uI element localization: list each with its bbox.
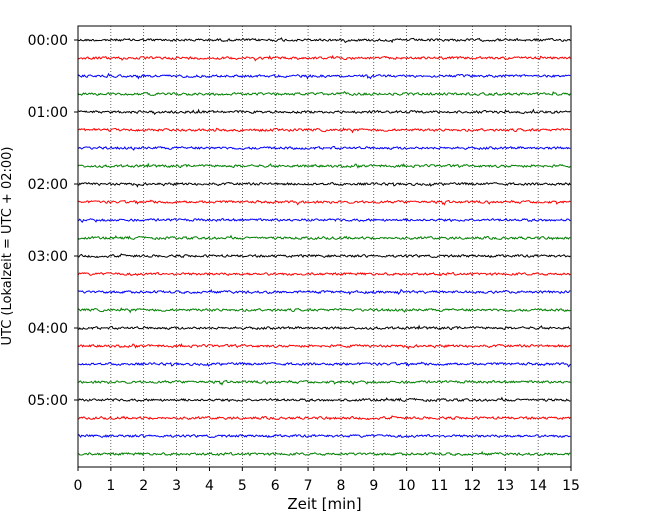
trace-line: [77, 54, 571, 62]
vertical-grid: [110, 26, 539, 467]
x-tick-label: 1: [106, 478, 115, 494]
x-tick-label: 11: [431, 478, 449, 494]
y-tick-label: 02:00: [28, 177, 68, 193]
trace-line: [77, 108, 571, 115]
plot-frame: [77, 25, 572, 468]
trace-lines: [77, 37, 571, 457]
trace-line: [77, 379, 571, 386]
y-tick-label: 04:00: [28, 321, 68, 337]
trace-line: [77, 433, 571, 439]
y-tick-label: 05:00: [28, 393, 68, 409]
y-tick-label: 01:00: [28, 105, 68, 121]
trace-line: [77, 127, 571, 134]
x-tick-label: 8: [336, 478, 345, 494]
y-axis-label: UTC (Lokalzeit = UTC + 02:00): [0, 147, 15, 346]
x-tick-label: 7: [304, 478, 313, 494]
x-tick-label: 12: [463, 478, 481, 494]
trace-line: [77, 199, 571, 206]
trace-line: [77, 361, 571, 368]
trace-line: [77, 307, 571, 314]
x-tick-label: 2: [139, 478, 148, 494]
trace-line: [77, 288, 571, 296]
x-axis: 0 1 2 3 4 5 6 7 8 9 10 11 12 13 14 15: [74, 467, 580, 494]
trace-line: [77, 234, 571, 241]
x-tick-label: 5: [238, 478, 247, 494]
y-tick-label: 03:00: [28, 249, 68, 265]
x-tick-label: 10: [398, 478, 416, 494]
trace-line: [77, 415, 571, 421]
x-tick-label: 9: [369, 478, 378, 494]
trace-line: [77, 181, 571, 188]
trace-line: [77, 396, 571, 403]
x-tick-label: 6: [271, 478, 280, 494]
x-tick-label: 13: [496, 478, 514, 494]
y-axis: 00:00 01:00 02:00 03:00 04:00 05:00: [28, 33, 78, 409]
trace-line: [77, 90, 571, 97]
x-tick-label: 4: [205, 478, 214, 494]
x-tick-label: 3: [172, 478, 181, 494]
trace-line: [77, 324, 571, 331]
x-axis-label: Zeit [min]: [287, 495, 361, 513]
x-tick-label: 0: [74, 478, 83, 494]
x-tick-label: 15: [562, 478, 580, 494]
trace-line: [77, 217, 571, 223]
x-tick-label: 14: [529, 478, 547, 494]
trace-line: [77, 145, 571, 151]
trace-line: [77, 253, 571, 259]
trace-line: [77, 450, 571, 457]
trace-line: [77, 271, 571, 277]
trace-line: [77, 37, 571, 44]
trace-line: [77, 72, 571, 80]
y-tick-label: 00:00: [28, 33, 68, 49]
trace-line: [77, 342, 571, 350]
trace-line: [77, 162, 571, 169]
